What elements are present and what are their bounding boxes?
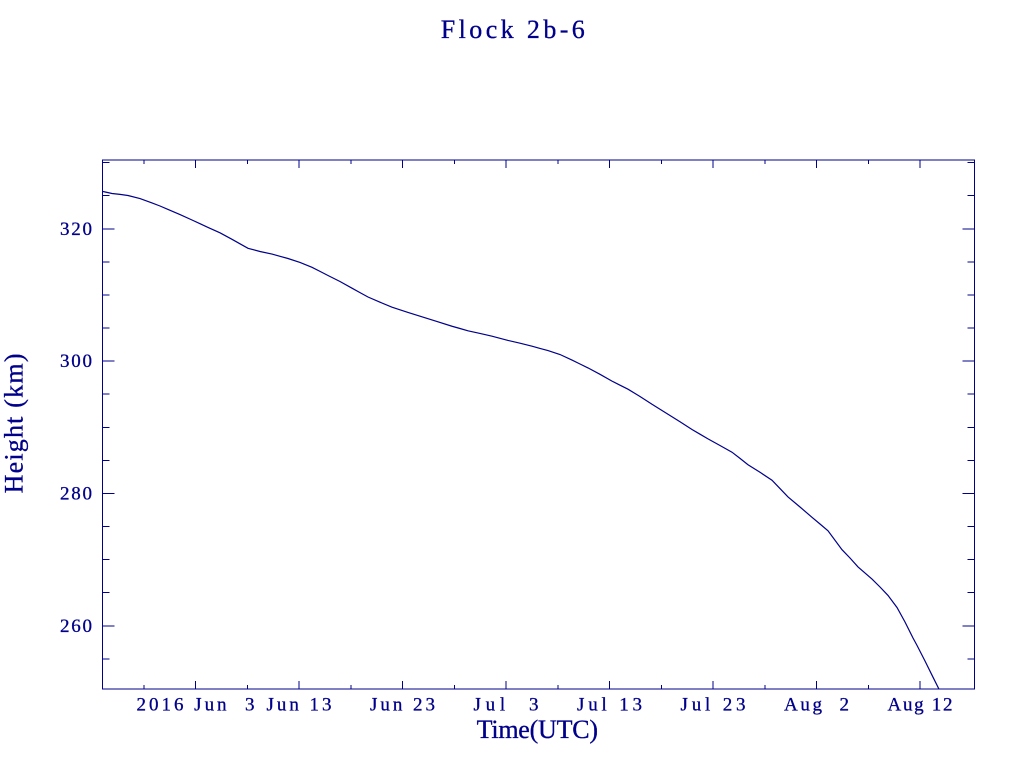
- svg-text:Aug 2: Aug 2: [784, 695, 849, 716]
- svg-text:260: 260: [60, 616, 92, 637]
- svg-text:Flock 2b-6: Flock 2b-6: [441, 15, 585, 44]
- svg-text:Height (km): Height (km): [0, 354, 28, 494]
- svg-text:300: 300: [60, 351, 92, 372]
- svg-text:2016 Jun 3: 2016 Jun 3: [137, 695, 255, 716]
- svg-text:Time(UTC): Time(UTC): [477, 715, 598, 744]
- svg-text:Aug 12: Aug 12: [888, 695, 953, 716]
- svg-text:320: 320: [60, 219, 92, 240]
- svg-text:280: 280: [60, 484, 92, 505]
